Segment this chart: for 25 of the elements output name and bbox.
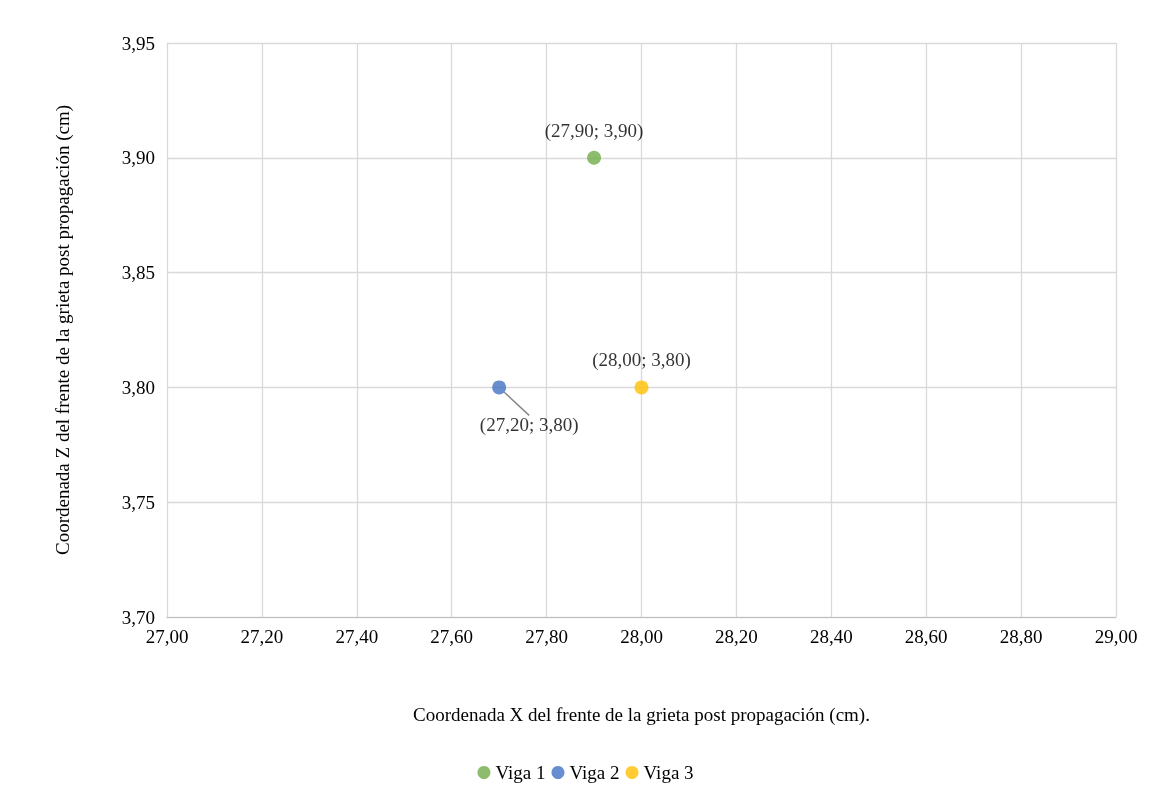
x-axis-title: Coordenada X del frente de la grieta post propagación (cm). [413,704,870,726]
data-label: (27,20; 3,80) [479,414,579,437]
y-tick-label: 3,75 [121,491,155,513]
legend-label: Viga 1 [495,762,546,783]
y-tick-label: 3,95 [121,32,155,54]
legend-label: Viga 2 [569,762,620,783]
x-tick-label: 28,40 [809,626,853,647]
data-label: (28,00; 3,80) [592,349,691,372]
x-tick-label: 27,20 [240,626,284,647]
x-tick-label: 27,00 [145,626,189,647]
x-tick-label: 27,40 [335,626,379,647]
x-tick-label: 28,20 [715,626,758,647]
x-tick-label: 28,60 [904,626,948,647]
x-tick-label: 28,00 [620,626,663,647]
legend-label: Viga 3 [643,762,694,783]
x-tick-label: 29,00 [1094,626,1138,647]
x-tick-label: 28,80 [999,626,1043,647]
x-tick-label: 27,80 [525,626,568,647]
y-axis-title: Coordenada Z del frente de la grieta post propagación (cm) [51,104,74,556]
x-tick-label: 27,60 [430,626,474,647]
y-tick-label: 3,90 [121,147,155,169]
y-tick-label: 3,85 [121,262,155,284]
y-tick-label: 3,80 [121,376,155,398]
data-label: (27,90; 3,90) [544,119,644,142]
y-tick-label: 3,70 [121,606,155,628]
